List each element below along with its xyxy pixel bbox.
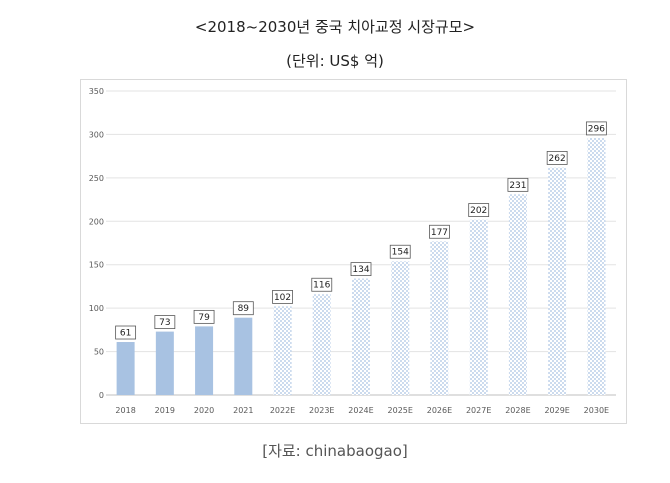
bar-2027E (469, 219, 488, 395)
x-tick-label: 2018 (115, 406, 135, 415)
x-tick-label: 2027E (466, 406, 491, 415)
y-tick-label: 250 (89, 174, 104, 183)
x-tick-label: 2021 (233, 406, 253, 415)
data-label-box (468, 203, 490, 217)
data-label-box (350, 262, 372, 277)
y-tick-label: 200 (89, 217, 104, 226)
bar-2023E (312, 294, 331, 395)
y-tick-label: 150 (89, 261, 104, 270)
x-tick-label: 2020 (194, 406, 214, 415)
x-tick-label: 2026E (427, 406, 452, 415)
bar-2026E (430, 241, 449, 395)
data-label: 79 (198, 313, 210, 323)
bar-2022E (273, 306, 292, 395)
x-tick-label: 2019 (155, 406, 175, 415)
x-tick-label: 2028E (505, 406, 530, 415)
bar-2019 (155, 331, 174, 395)
data-label: 73 (159, 318, 170, 328)
data-label-box (193, 309, 215, 324)
x-tick-label: 2025E (388, 406, 413, 415)
x-tick-label: 2024E (348, 406, 373, 415)
bar-2021 (234, 317, 253, 395)
y-tick-label: 350 (89, 87, 104, 96)
chart-unit: (단위: US$ 억) (286, 52, 384, 70)
bar-2029E (548, 167, 567, 395)
chart-title: <2018~2030년 중국 치아교정 시장규모> (194, 18, 476, 36)
data-label: 116 (313, 281, 330, 291)
data-label-box (389, 244, 411, 259)
x-tick-label: 2029E (544, 406, 569, 415)
x-tick-label: 2030E (584, 406, 609, 415)
y-tick-label: 50 (94, 348, 104, 357)
source-note: [자료: chinabaogao] (262, 442, 408, 460)
data-label: 202 (470, 206, 487, 216)
data-label: 61 (120, 329, 131, 339)
data-label-box (585, 121, 607, 136)
data-label: 134 (352, 265, 369, 275)
data-label-box (507, 177, 529, 192)
bar-2018 (116, 342, 135, 395)
bar-2020 (195, 326, 214, 395)
x-tick-label: 2023E (309, 406, 334, 415)
data-label-box (546, 151, 568, 165)
bar-2030E (587, 137, 606, 395)
bar-2025E (391, 261, 410, 395)
data-label-box (232, 301, 254, 316)
y-tick-label: 300 (89, 130, 104, 139)
data-label: 89 (238, 304, 250, 314)
data-label: 154 (392, 248, 409, 258)
bar-2028E (508, 194, 527, 395)
data-label: 231 (509, 181, 526, 191)
x-tick-label: 2022E (270, 406, 295, 415)
data-label-box (429, 224, 450, 239)
bar-2024E (352, 278, 370, 395)
data-label: 102 (274, 293, 291, 303)
data-label-box (272, 290, 293, 304)
data-label-box (311, 277, 333, 292)
data-label-box (115, 325, 137, 340)
data-label: 296 (588, 124, 605, 134)
data-label-box (154, 315, 176, 329)
y-tick-label: 0 (99, 391, 104, 400)
y-tick-label: 100 (89, 304, 104, 313)
data-label: 262 (549, 154, 566, 164)
data-label: 177 (431, 228, 448, 238)
